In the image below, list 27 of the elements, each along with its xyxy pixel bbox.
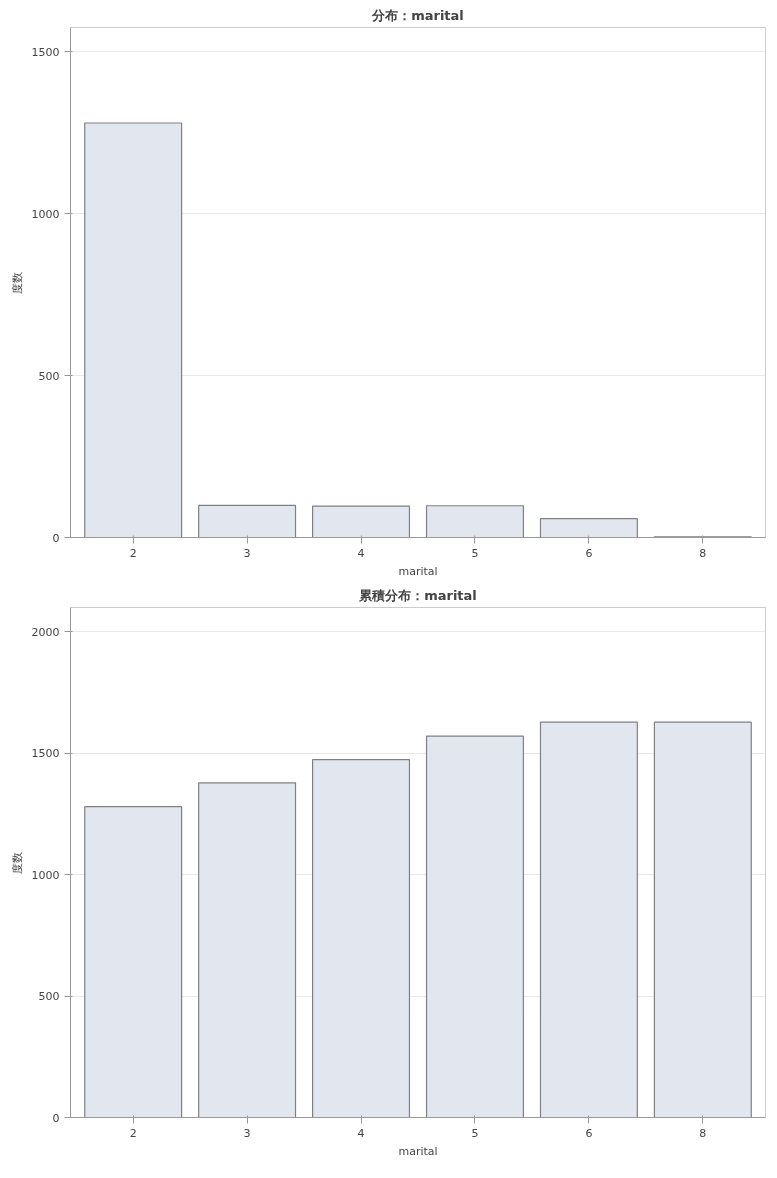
y-tick-label: 500 [38, 369, 60, 383]
y-tick-label: 1000 [31, 207, 60, 221]
x-tick-label: 5 [471, 1126, 479, 1140]
y-tick-label: 0 [52, 531, 60, 545]
y-tick-label: 500 [38, 990, 60, 1004]
x-tick-label: 2 [129, 546, 137, 560]
x-tick-label: 4 [357, 546, 365, 560]
y-axis-title: 度数 [10, 271, 24, 294]
x-tick-label: 3 [243, 1126, 251, 1140]
y-tick-label: 1000 [31, 868, 60, 882]
chart-title: 分布：marital [371, 7, 464, 23]
x-tick-label: 8 [699, 1126, 707, 1140]
y-tick-label: 1500 [31, 747, 60, 761]
x-axis-title: marital [398, 564, 438, 578]
x-tick-label: 8 [699, 546, 707, 560]
y-tick-label: 2000 [31, 625, 60, 639]
x-tick-label: 6 [585, 1126, 593, 1140]
y-tick-label: 0 [52, 1111, 60, 1125]
chart-title: 累積分布：marital [358, 587, 477, 603]
x-axis-title: marital [398, 1144, 438, 1158]
x-tick-label: 2 [129, 1126, 137, 1140]
x-tick-label: 4 [357, 1126, 365, 1140]
x-tick-label: 6 [585, 546, 593, 560]
x-tick-label: 5 [471, 546, 479, 560]
y-axis-title: 度数 [10, 851, 24, 874]
x-tick-label: 3 [243, 546, 251, 560]
y-tick-label: 1500 [31, 45, 60, 59]
